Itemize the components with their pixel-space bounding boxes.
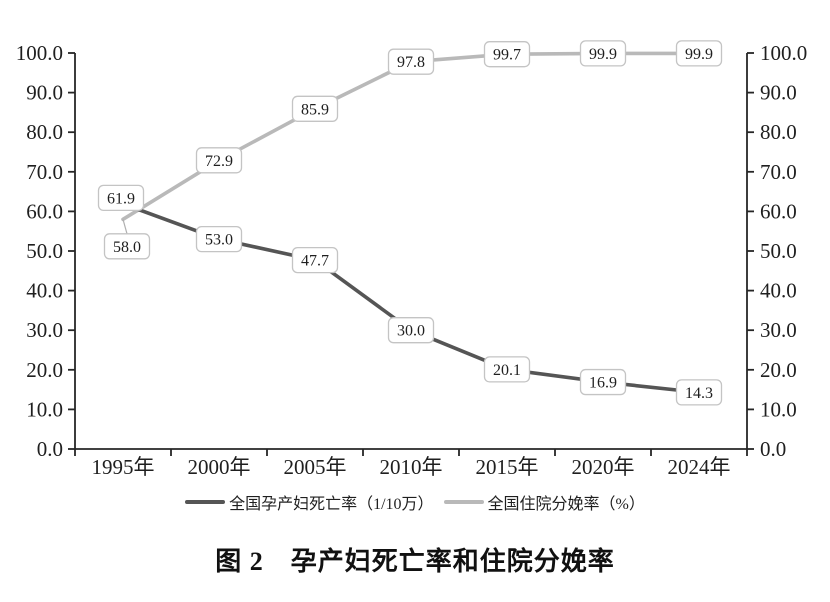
- legend-label-hospital-delivery: 全国住院分娩率（%）: [487, 496, 645, 513]
- y-axis-label-left: 30.0: [26, 318, 63, 342]
- y-axis-label-right: 0.0: [760, 437, 786, 461]
- data-label-box: [483, 356, 531, 383]
- x-axis-label: 2020年: [572, 455, 635, 479]
- data-label-box: [97, 184, 145, 212]
- y-axis-label-right: 70.0: [760, 160, 797, 184]
- y-axis-label-left: 20.0: [26, 358, 63, 382]
- data-label: 97.8: [397, 54, 425, 71]
- data-label: 16.9: [589, 375, 617, 392]
- data-label: 61.9: [107, 190, 135, 207]
- data-label-box: [675, 379, 723, 406]
- figure-caption: 图 2 孕产妇死亡率和住院分娩率: [215, 547, 615, 576]
- data-label-box: [675, 40, 723, 67]
- data-label-box: [483, 41, 531, 68]
- y-axis-label-left: 70.0: [26, 160, 63, 184]
- y-axis-label-right: 50.0: [760, 239, 797, 263]
- data-label: 99.9: [685, 46, 713, 63]
- legend-entry-hospital-delivery: 全国住院分娩率（%）: [443, 490, 645, 514]
- y-axis-label-left: 0.0: [37, 437, 63, 461]
- y-axis-label-left: 90.0: [26, 81, 63, 105]
- x-axis-label: 2010年: [380, 455, 443, 479]
- data-label: 14.3: [685, 385, 713, 402]
- data-label-box: [387, 317, 435, 344]
- x-axis-label: 1995年: [92, 455, 155, 479]
- data-label-box: [103, 233, 151, 260]
- y-axis-label-right: 90.0: [760, 81, 797, 105]
- y-axis-label-left: 10.0: [26, 397, 63, 421]
- legend-line-swatch-gray: [443, 500, 484, 504]
- data-label-box: [387, 48, 435, 75]
- legend-line-swatch-dark: [185, 500, 226, 504]
- y-axis-label-left: 40.0: [26, 279, 63, 303]
- y-axis-label-right: 80.0: [760, 120, 797, 144]
- data-label: 30.0: [397, 323, 425, 340]
- y-axis-label-right: 30.0: [760, 318, 797, 342]
- y-axis-label-right: 10.0: [760, 397, 797, 421]
- data-label-box: [291, 95, 339, 122]
- x-axis-label: 2015年: [476, 455, 539, 479]
- y-axis-label-left: 100.0: [16, 41, 63, 65]
- y-axis-label-right: 40.0: [760, 279, 797, 303]
- y-axis-label-left: 60.0: [26, 199, 63, 223]
- legend-entry-maternal-mortality: 全国孕产妇死亡率（1/10万）: [185, 490, 434, 514]
- data-label: 99.7: [493, 47, 521, 64]
- data-label: 53.0: [205, 232, 233, 249]
- data-label-box: [195, 147, 243, 174]
- series-line-1: [121, 51, 701, 222]
- data-label-box: [579, 368, 627, 396]
- x-axis-label: 2005年: [284, 455, 347, 479]
- x-axis-label: 2024年: [668, 455, 731, 479]
- data-label: 99.9: [589, 46, 617, 63]
- y-axis-label-right: 20.0: [760, 358, 797, 382]
- y-axis-label-right: 100.0: [760, 41, 807, 65]
- x-axis-label: 2000年: [188, 455, 251, 479]
- y-axis-label-right: 60.0: [760, 199, 797, 223]
- data-label-box: [195, 225, 243, 253]
- legend-label-maternal-mortality: 全国孕产妇死亡率（1/10万）: [229, 496, 434, 513]
- data-label-box: [291, 246, 339, 274]
- line-chart: 0.0 0.0 10.0 10.0 20.0 20.0 30.0 30.0 40.0 40.0 50…: [16, 40, 807, 479]
- y-axis-label-left: 50.0: [26, 239, 63, 263]
- data-label: 58.0: [113, 239, 141, 256]
- data-label-box: [579, 40, 627, 67]
- data-label: 47.7: [301, 253, 329, 270]
- data-label: 72.9: [205, 153, 233, 170]
- data-label: 85.9: [301, 101, 329, 118]
- chart-legend: 全国孕产妇死亡率（1/10万） 全国住院分娩率（%）: [0, 490, 830, 514]
- y-axis-label-left: 80.0: [26, 120, 63, 144]
- label-leader-line: [122, 219, 128, 234]
- data-label: 20.1: [493, 362, 521, 379]
